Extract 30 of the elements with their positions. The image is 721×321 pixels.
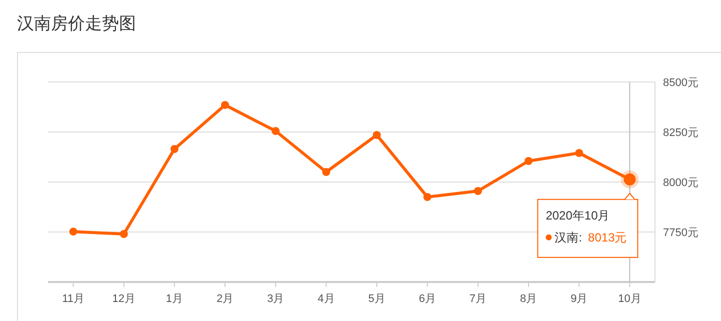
point bbox=[322, 168, 330, 176]
x-tick-label: 11月 bbox=[62, 293, 85, 305]
y-tick-label: 8000元 bbox=[663, 177, 698, 189]
x-tick-label: 3月 bbox=[267, 293, 284, 305]
point bbox=[524, 157, 533, 165]
y-tick-label: 7750元 bbox=[663, 227, 698, 239]
x-tick-label: 8月 bbox=[520, 293, 538, 305]
x-tick-label: 9月 bbox=[570, 293, 588, 305]
point bbox=[120, 230, 128, 238]
x-tick-label: 7月 bbox=[469, 293, 487, 305]
x-tick-label: 4月 bbox=[318, 293, 335, 305]
x-tick-label: 6月 bbox=[418, 293, 436, 305]
point bbox=[69, 228, 78, 236]
chart-title: 汉南房价走势图 bbox=[17, 14, 136, 33]
annotation: 2020年10月 bbox=[546, 208, 610, 222]
annotation: 汉南: 8013元 bbox=[554, 230, 627, 244]
x-tick-label: 1月 bbox=[166, 293, 184, 305]
point bbox=[372, 131, 381, 139]
x-tick-label: 2月 bbox=[216, 293, 234, 305]
point bbox=[474, 187, 482, 195]
point bbox=[221, 101, 230, 109]
point bbox=[170, 145, 178, 153]
y-tick-label: 8250元 bbox=[663, 127, 698, 139]
x-tick-label: 12月 bbox=[112, 293, 136, 305]
point bbox=[423, 193, 432, 201]
point bbox=[575, 149, 584, 157]
x-tick-label: 10月 bbox=[618, 293, 642, 305]
y-tick-label: 8500元 bbox=[663, 77, 698, 89]
x-tick-label: 5月 bbox=[368, 293, 386, 305]
point bbox=[272, 127, 280, 135]
